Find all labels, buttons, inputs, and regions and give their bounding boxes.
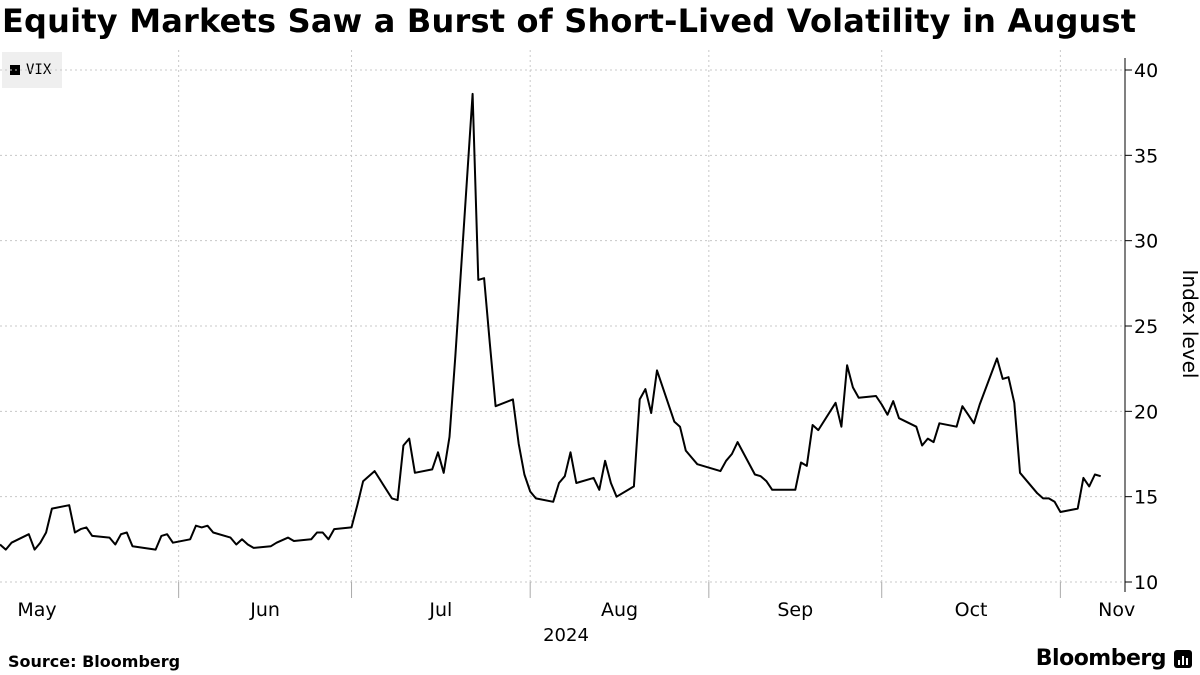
legend-label-vix: VIX bbox=[26, 62, 52, 78]
x-tick-label-may: May bbox=[17, 599, 56, 621]
source-note: Source: Bloomberg bbox=[8, 652, 181, 671]
y-tick-label-40: 40 bbox=[1134, 60, 1158, 82]
y-tick-label-25: 25 bbox=[1134, 316, 1158, 338]
chart-title: Equity Markets Saw a Burst of Short-Live… bbox=[2, 2, 1137, 40]
y-axis-label: Index level bbox=[1178, 270, 1200, 379]
x-tick-label-jun: Jun bbox=[249, 599, 280, 621]
x-axis-year-label: 2024 bbox=[543, 625, 589, 646]
y-tick-label-15: 15 bbox=[1134, 487, 1158, 509]
y-tick-label-30: 30 bbox=[1134, 231, 1158, 253]
y-tick-label-10: 10 bbox=[1134, 572, 1158, 594]
x-tick-label-aug: Aug bbox=[601, 599, 638, 621]
bloomberg-logo-text: Bloomberg bbox=[1035, 646, 1167, 671]
bloomberg-terminal-icon bbox=[1174, 650, 1192, 668]
y-tick-label-35: 35 bbox=[1134, 145, 1158, 167]
x-tick-label-jul: Jul bbox=[428, 599, 452, 621]
series-line-vix bbox=[0, 92, 1101, 551]
x-tick-label-oct: Oct bbox=[955, 599, 988, 621]
x-axis: May Jun Jul Aug Sep Oct Nov bbox=[17, 582, 1135, 621]
y-axis: 10 15 20 25 30 35 40 bbox=[1124, 58, 1158, 594]
y-tick-label-20: 20 bbox=[1134, 401, 1158, 423]
x-tick-label-nov: Nov bbox=[1098, 599, 1135, 621]
x-tick-label-sep: Sep bbox=[777, 599, 813, 621]
grid-lines bbox=[0, 50, 1125, 583]
